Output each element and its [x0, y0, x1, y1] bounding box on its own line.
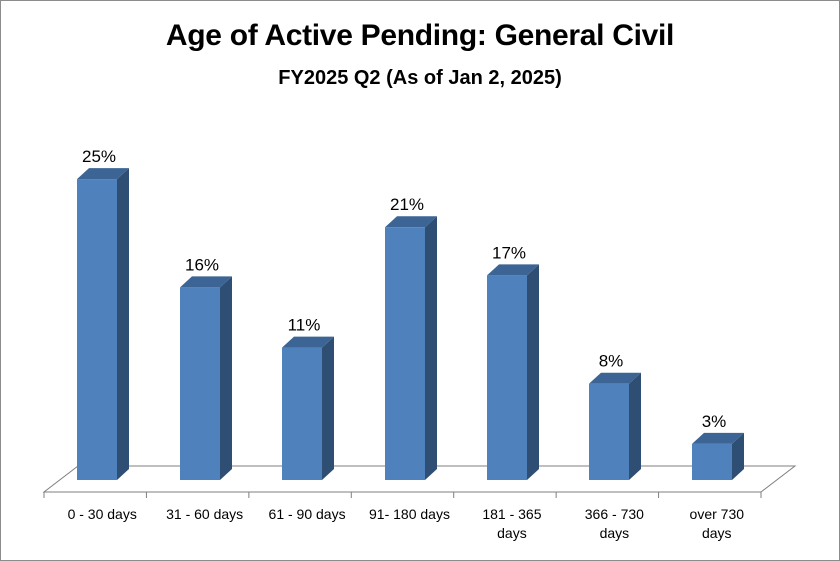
bar-top — [692, 432, 744, 444]
x-tick-label: 0 - 30 days — [68, 506, 137, 522]
bar — [282, 336, 334, 480]
data-label: 11% — [288, 316, 321, 335]
bar-front — [282, 347, 322, 480]
chart-subtitle: FY2025 Q2 (As of Jan 2, 2025) — [278, 67, 562, 89]
x-tick-label-line: 61 - 90 days — [269, 506, 346, 522]
x-tick-label: 181 - 365 days — [482, 506, 541, 541]
bar-front — [589, 383, 629, 480]
x-tick-label: 366 - 730 days — [585, 506, 644, 541]
x-tick-label-line: days — [497, 525, 527, 541]
bar-side — [527, 264, 539, 480]
bar-front — [487, 275, 527, 480]
bar-top — [487, 264, 539, 276]
x-tick-label-line: over 730 — [690, 506, 745, 522]
x-tick-label: over 730 days — [690, 506, 745, 541]
x-tick-label-line: 366 - 730 — [585, 506, 644, 522]
x-tick-label-line: 0 - 30 days — [68, 506, 137, 522]
bar — [180, 276, 232, 480]
bar-front — [692, 443, 732, 480]
bar — [77, 168, 129, 480]
floor-plane — [42, 465, 797, 493]
data-label: 17% — [492, 243, 526, 262]
bar-side — [425, 216, 437, 480]
data-label: 25% — [82, 147, 116, 166]
bar-side — [732, 432, 744, 480]
data-label: 8% — [599, 352, 624, 371]
x-tick-label-line: days — [702, 525, 732, 541]
bar-side — [322, 336, 334, 480]
bar-side — [629, 372, 641, 480]
chart-floor — [42, 465, 797, 498]
bar-top — [589, 372, 641, 384]
x-tick-label: 91- 180 days — [369, 506, 450, 522]
x-tick-label-line: 31 - 60 days — [166, 506, 243, 522]
bar — [692, 432, 744, 480]
data-label: 21% — [390, 195, 424, 214]
x-tick-label-line: 91- 180 days — [369, 506, 450, 522]
data-label: 3% — [702, 412, 727, 431]
x-tick-label-line: 181 - 365 — [482, 506, 541, 522]
bar-top — [385, 216, 437, 228]
bar-top — [77, 168, 129, 180]
x-tick-label: 31 - 60 days — [166, 506, 243, 522]
bar-front — [180, 287, 220, 480]
chart-title: Age of Active Pending: General Civil — [165, 19, 675, 52]
x-tick-label: 61 - 90 days — [269, 506, 346, 522]
bar-side — [220, 276, 232, 480]
bar-side — [117, 168, 129, 480]
bar-front — [385, 227, 425, 480]
x-tick-label-line: days — [600, 525, 630, 541]
bar — [385, 216, 437, 480]
bar — [589, 372, 641, 480]
bar-front — [77, 179, 117, 480]
bar-top — [180, 276, 232, 288]
data-label: 16% — [185, 255, 219, 274]
bar — [487, 264, 539, 480]
bar-top — [282, 336, 334, 348]
